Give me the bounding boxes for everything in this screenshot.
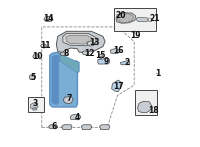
Polygon shape — [98, 58, 109, 64]
Polygon shape — [60, 52, 66, 56]
Polygon shape — [100, 125, 110, 130]
Polygon shape — [81, 125, 92, 130]
Text: 10: 10 — [33, 52, 43, 61]
Polygon shape — [44, 16, 53, 21]
Polygon shape — [87, 41, 94, 46]
Text: 19: 19 — [130, 31, 140, 40]
Text: 21: 21 — [149, 14, 160, 23]
Text: 20: 20 — [116, 11, 126, 20]
Text: 2: 2 — [124, 58, 130, 67]
Polygon shape — [33, 54, 40, 59]
Polygon shape — [49, 125, 58, 129]
Text: 4: 4 — [75, 113, 80, 122]
Text: 5: 5 — [30, 73, 35, 82]
Text: 15: 15 — [95, 51, 105, 60]
Polygon shape — [138, 101, 152, 112]
Polygon shape — [63, 97, 73, 104]
Text: 9: 9 — [104, 57, 109, 66]
Polygon shape — [41, 44, 46, 48]
Text: 18: 18 — [149, 106, 159, 115]
FancyBboxPatch shape — [114, 8, 156, 31]
Text: 11: 11 — [41, 41, 51, 50]
Polygon shape — [32, 107, 37, 110]
Text: 8: 8 — [63, 49, 68, 58]
Polygon shape — [110, 49, 120, 54]
Polygon shape — [50, 52, 79, 107]
Polygon shape — [60, 54, 79, 73]
Polygon shape — [66, 35, 93, 44]
Text: 17: 17 — [114, 82, 124, 91]
Polygon shape — [56, 31, 105, 52]
Text: 3: 3 — [33, 99, 38, 108]
Polygon shape — [29, 75, 36, 80]
Text: 7: 7 — [66, 95, 71, 103]
Text: 6: 6 — [52, 122, 57, 131]
Polygon shape — [116, 13, 136, 23]
Text: 14: 14 — [43, 14, 54, 23]
Text: 16: 16 — [113, 46, 123, 55]
Polygon shape — [117, 14, 133, 22]
Polygon shape — [112, 80, 121, 92]
Circle shape — [148, 18, 152, 22]
Text: 12: 12 — [85, 49, 95, 58]
Polygon shape — [52, 55, 59, 105]
Circle shape — [99, 54, 103, 59]
Polygon shape — [62, 125, 72, 130]
Text: 1: 1 — [155, 69, 160, 78]
Polygon shape — [30, 103, 38, 109]
Text: 13: 13 — [89, 38, 99, 47]
Polygon shape — [70, 115, 81, 120]
Polygon shape — [136, 17, 148, 22]
Polygon shape — [63, 34, 96, 46]
FancyBboxPatch shape — [135, 90, 157, 115]
Polygon shape — [82, 51, 89, 55]
Polygon shape — [120, 60, 130, 65]
FancyBboxPatch shape — [28, 97, 44, 112]
